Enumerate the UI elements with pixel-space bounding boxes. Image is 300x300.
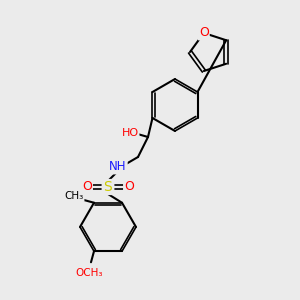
- Text: CH₃: CH₃: [64, 191, 84, 201]
- Text: OCH₃: OCH₃: [75, 268, 103, 278]
- Text: HO: HO: [122, 128, 139, 138]
- Text: O: O: [82, 181, 92, 194]
- Text: O: O: [124, 181, 134, 194]
- Text: NH: NH: [109, 160, 127, 173]
- Text: S: S: [103, 180, 112, 194]
- Text: O: O: [199, 26, 209, 40]
